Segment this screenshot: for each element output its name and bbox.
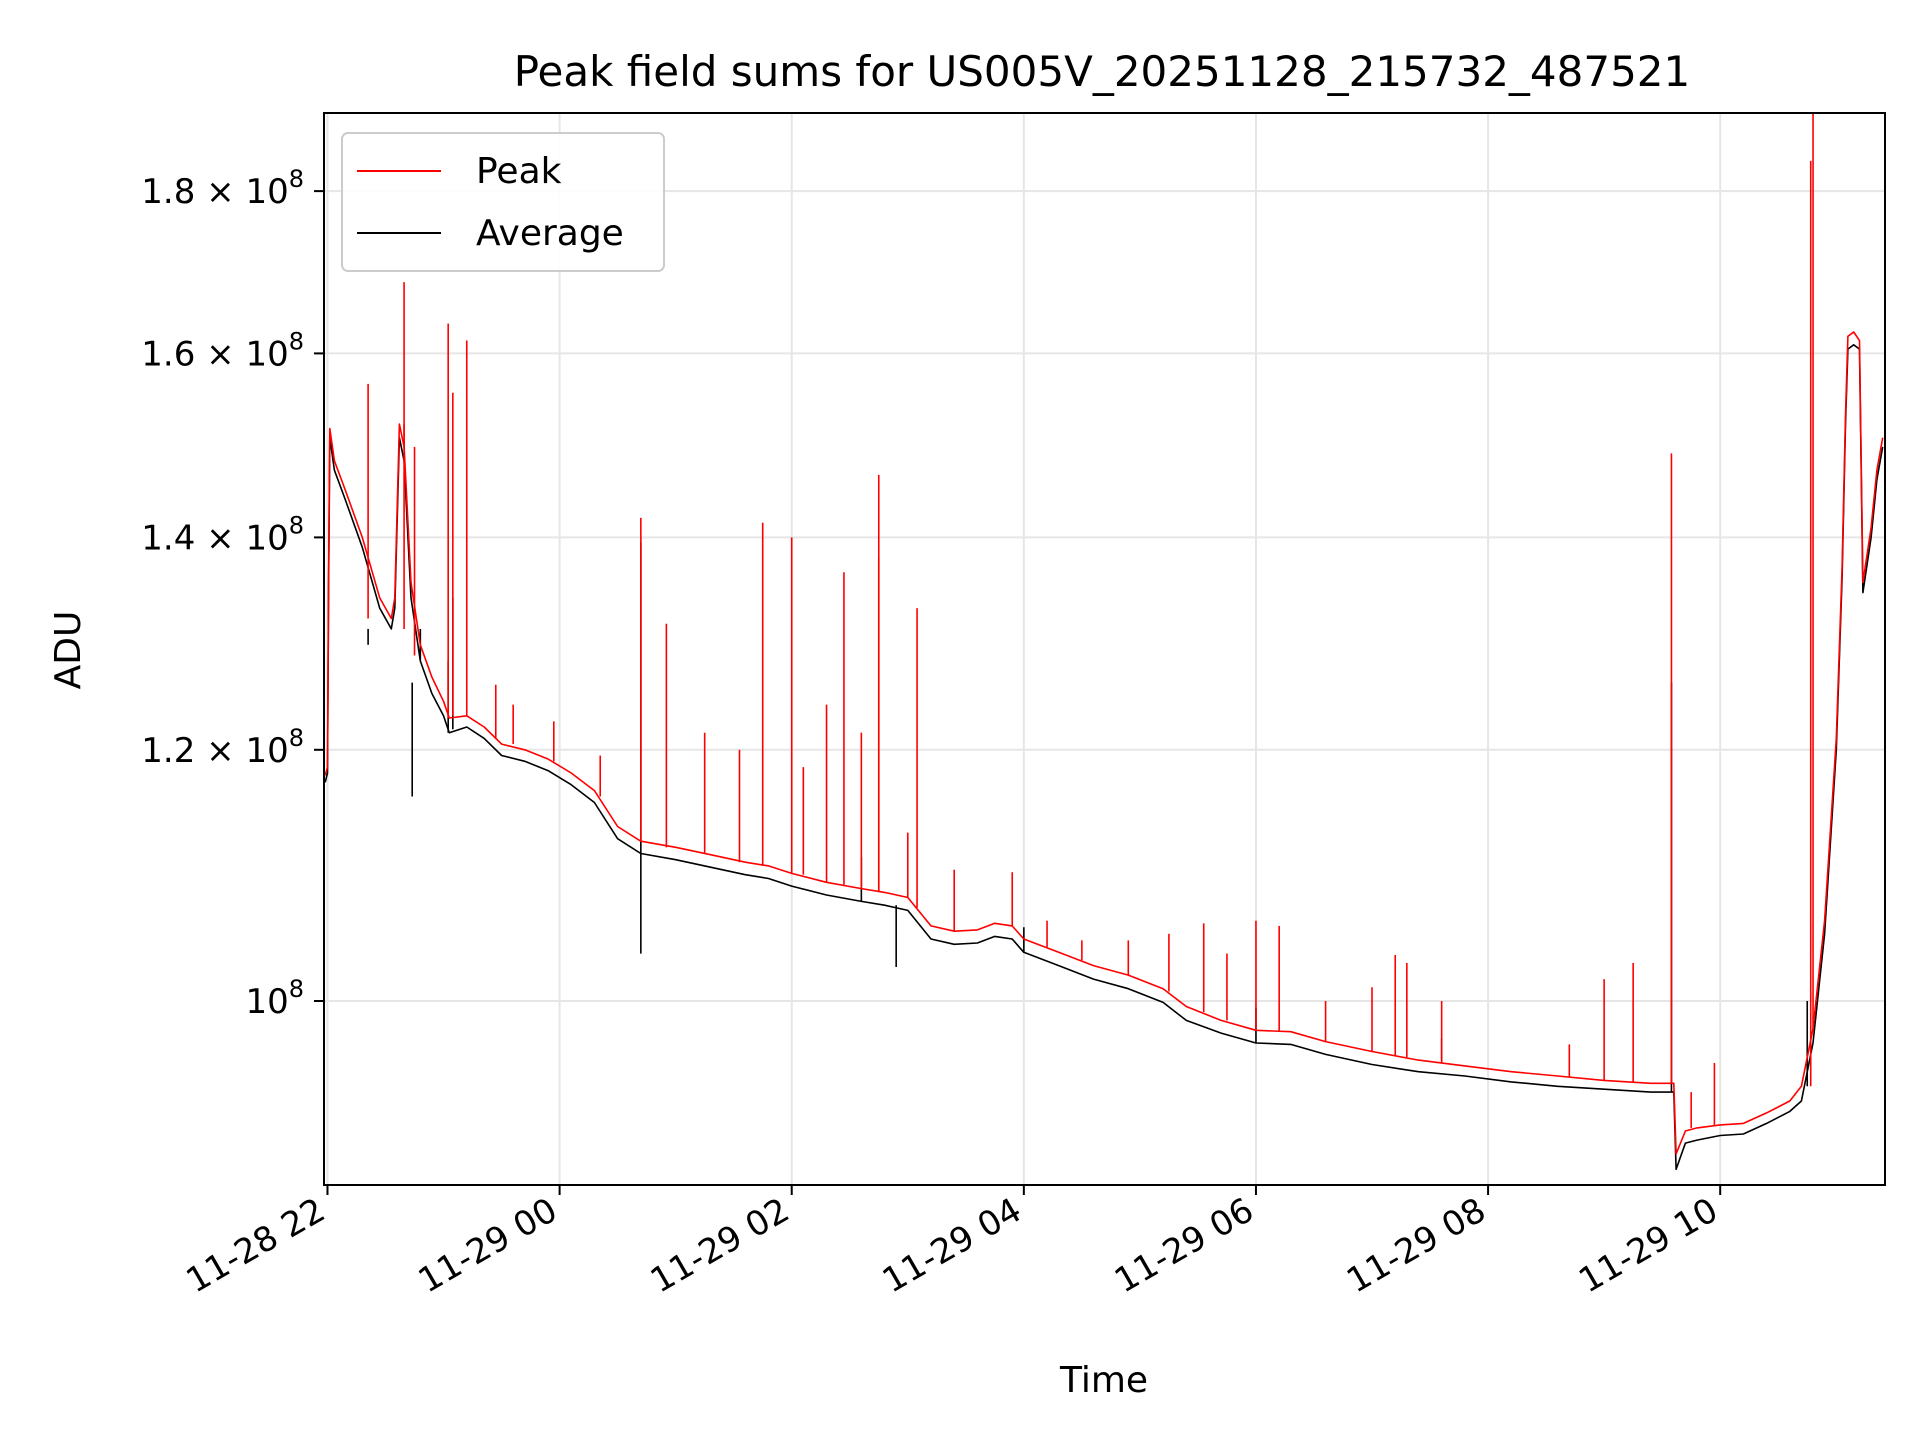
legend-average-label: Average (476, 213, 624, 254)
legend: Peak Average (341, 132, 665, 272)
y-axis-label: ADU (48, 611, 89, 690)
x-axis-label: Time (1059, 1360, 1148, 1401)
peak-series-line (324, 331, 1884, 1155)
y-axis-ticks: 108 1.2 × 108 1.4 × 108 1.6 × 108 1.8 × 108 (141, 165, 324, 1022)
y-tick-label: 1.6 × 108 (141, 327, 304, 374)
series-layer (324, 113, 1884, 1171)
chart-title: Peak field sums for US005V_20251128_2157… (514, 47, 1691, 96)
y-tick-label: 1.4 × 108 (141, 511, 304, 558)
average-series-line (324, 344, 1884, 1171)
y-tick-label: 108 (245, 975, 304, 1022)
plot-area (324, 113, 1884, 1171)
legend-peak-label: Peak (476, 151, 562, 192)
legend-box (341, 132, 665, 272)
y-tick-label: 1.2 × 108 (141, 724, 304, 771)
plot-frame (323, 112, 1886, 1186)
y-tick-label: 1.8 × 108 (141, 165, 304, 212)
